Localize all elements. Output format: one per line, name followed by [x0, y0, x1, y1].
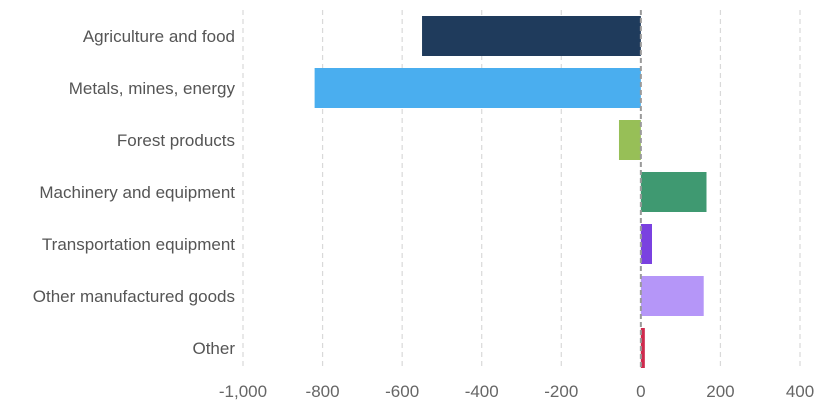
category-label: Machinery and equipment: [39, 183, 235, 202]
bar: [640, 172, 707, 212]
category-labels: Agriculture and food Metals, mines, energ…: [33, 27, 236, 358]
x-tick-label: -200: [544, 382, 578, 401]
category-label: Transportation equipment: [42, 235, 235, 254]
bar: [422, 16, 641, 56]
bar: [640, 224, 652, 264]
category-label: Agriculture and food: [83, 27, 235, 46]
x-tick-label: -1,000: [219, 382, 267, 401]
x-tick-label: 400: [786, 382, 814, 401]
x-tick-label: -600: [385, 382, 419, 401]
bar: [640, 276, 704, 316]
x-tick-label: -400: [465, 382, 499, 401]
category-label: Other: [192, 339, 235, 358]
bar: [618, 120, 641, 160]
bar: [640, 328, 645, 368]
category-label: Other manufactured goods: [33, 287, 235, 306]
x-tick-label: 0: [636, 382, 645, 401]
category-label: Metals, mines, energy: [69, 79, 236, 98]
bars: [314, 16, 707, 368]
category-label: Forest products: [117, 131, 235, 150]
gridlines: [242, 10, 801, 370]
x-tick-labels: -1,000 -800 -600 -400 -200 0 200 400: [219, 382, 814, 401]
x-tick-label: 200: [706, 382, 734, 401]
bar: [314, 68, 641, 108]
x-tick-label: -800: [306, 382, 340, 401]
